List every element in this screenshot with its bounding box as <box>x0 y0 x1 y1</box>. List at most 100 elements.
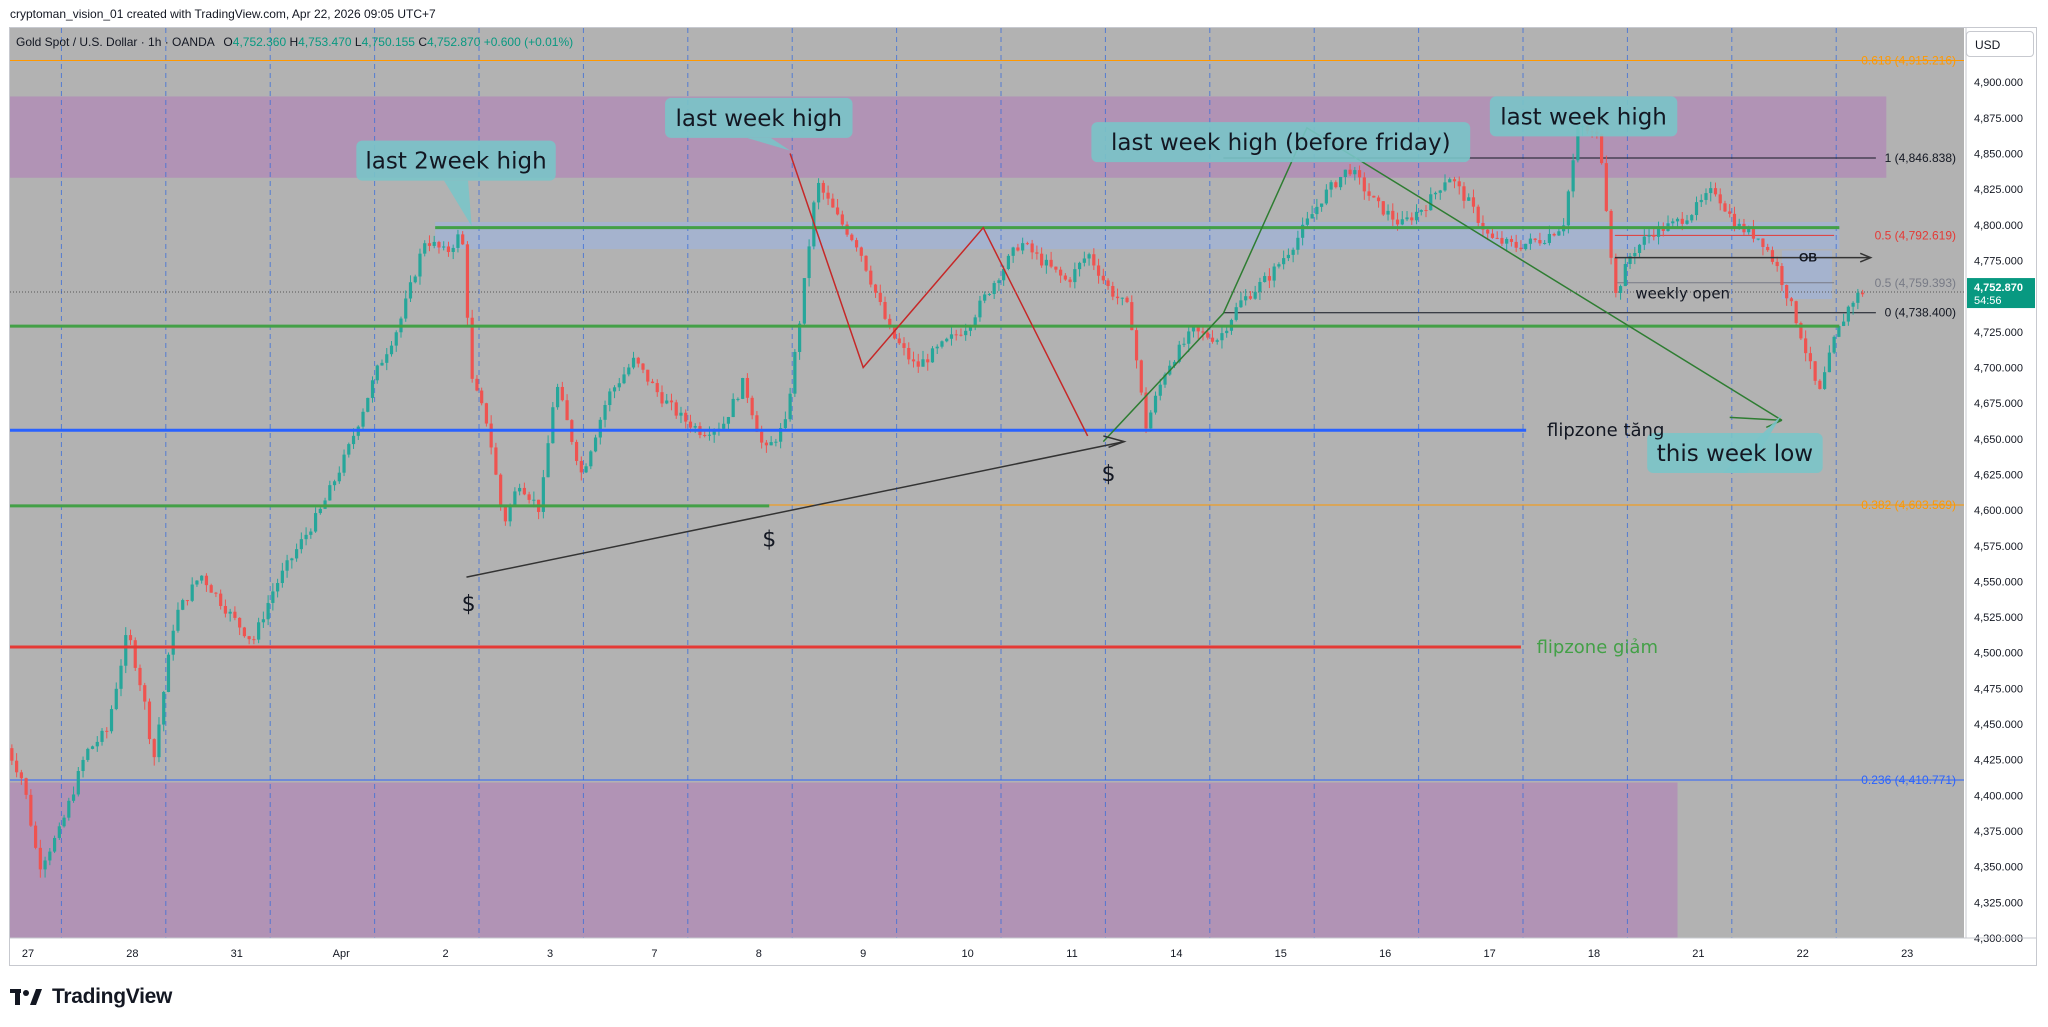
candle-body <box>1462 186 1466 201</box>
candle-body <box>347 444 351 455</box>
candle-body <box>271 591 275 603</box>
candle-body <box>1215 340 1219 342</box>
low-value: 4,750.155 <box>361 35 415 49</box>
price-tick-label: 4,675.000 <box>1974 398 2023 410</box>
candle-body <box>736 398 740 400</box>
candle-body <box>935 346 939 349</box>
countdown-timer-text: 54:56 <box>1974 295 2002 307</box>
candle-body <box>1049 259 1053 267</box>
candle-body <box>964 330 968 336</box>
candle-body <box>1832 336 1836 353</box>
candle-body <box>760 431 764 443</box>
candle-body <box>646 369 650 382</box>
price-tick-label: 4,525.000 <box>1974 612 2023 624</box>
price-tick-label: 4,550.000 <box>1974 576 2023 588</box>
current-price-tag <box>1967 278 2035 309</box>
callout-box-0 <box>356 140 556 181</box>
candle-body <box>427 243 432 246</box>
symbol-legend[interactable]: Gold Spot / U.S. Dollar · 1h · OANDA O4,… <box>16 35 573 49</box>
candle-body <box>1623 263 1627 287</box>
candle-body <box>679 412 683 416</box>
candle-body <box>1196 327 1200 332</box>
candle-body <box>389 345 394 355</box>
candle-body <box>1021 243 1025 251</box>
candle-body <box>81 759 85 772</box>
candle-body <box>1813 361 1817 381</box>
time-tick-label: 10 <box>961 948 973 960</box>
candle-body <box>617 383 621 388</box>
candle-body <box>1073 269 1077 283</box>
candle-body <box>878 292 882 302</box>
price-tick-label: 4,625.000 <box>1974 469 2023 481</box>
candle-body <box>1467 197 1471 201</box>
candle-body <box>888 318 892 328</box>
currency-button[interactable]: USD <box>1966 31 2034 57</box>
candle-body <box>916 361 920 367</box>
time-tick-label: 21 <box>1692 948 1704 960</box>
price-tick-label: 4,300.000 <box>1974 933 2023 945</box>
candle-body <box>242 627 246 637</box>
candle-body <box>826 192 830 199</box>
candle-body <box>798 323 802 352</box>
candle-body <box>1225 330 1229 334</box>
price-tick-label: 4,700.000 <box>1974 362 2023 374</box>
candle-body <box>589 451 593 467</box>
candle-body <box>105 730 109 732</box>
candle-body <box>90 746 95 749</box>
candle-body <box>1751 227 1756 239</box>
candle-body <box>442 246 446 248</box>
candle-body <box>71 794 76 801</box>
candle-body <box>926 359 930 363</box>
candle-body <box>949 334 954 339</box>
candle-body <box>769 442 773 446</box>
candle-body <box>57 826 61 838</box>
candle-body <box>783 419 787 429</box>
candle-body <box>195 580 199 585</box>
candle-body <box>1158 384 1162 396</box>
candle-body <box>1448 179 1452 183</box>
price-tick-label: 4,775.000 <box>1974 255 2023 267</box>
callout-2: last week high (before friday) <box>1091 122 1471 163</box>
candle-body <box>43 860 47 870</box>
candle-body <box>1728 211 1732 214</box>
candle-body <box>840 214 844 225</box>
candle-body <box>385 354 389 363</box>
time-tick-label: 16 <box>1379 948 1391 960</box>
dollar-marker-2: $ <box>1102 462 1116 487</box>
candle-body <box>1381 201 1385 215</box>
price-tick-label: 4,575.000 <box>1974 541 2023 553</box>
candle-body <box>413 276 417 283</box>
candle-body <box>1538 240 1542 244</box>
candle-body <box>366 397 370 412</box>
candle-body <box>1808 353 1812 362</box>
candle-body <box>1277 264 1281 267</box>
candle-body <box>1424 210 1428 212</box>
candle-body <box>15 760 19 773</box>
candle-body <box>1443 182 1447 191</box>
price-tick-label: 4,500.000 <box>1974 648 2023 660</box>
candle-body <box>1680 218 1684 224</box>
price-tick-label: 4,725.000 <box>1974 327 2023 339</box>
candle-body <box>1348 169 1352 175</box>
candle-body <box>641 363 645 370</box>
candle-body <box>1291 249 1295 255</box>
candle-body <box>489 423 493 448</box>
candle-body <box>1310 214 1314 219</box>
candle-body <box>1002 269 1006 281</box>
candle-body <box>280 570 284 584</box>
tradingview-logo[interactable]: TradingView <box>10 985 172 1009</box>
candle-body <box>973 317 977 327</box>
candle-body <box>997 280 1001 284</box>
candle-body <box>1296 237 1300 250</box>
callout-box-2 <box>1091 122 1471 163</box>
candle-body <box>24 778 28 795</box>
candle-body <box>228 611 232 614</box>
candle-body <box>1637 244 1642 253</box>
candle-body <box>1519 247 1523 250</box>
time-tick-label: 7 <box>651 948 657 960</box>
price-tick-label: 4,850.000 <box>1974 149 2023 161</box>
candle-body <box>1201 331 1205 333</box>
candle-body <box>1557 231 1561 236</box>
candle-body <box>418 253 422 277</box>
